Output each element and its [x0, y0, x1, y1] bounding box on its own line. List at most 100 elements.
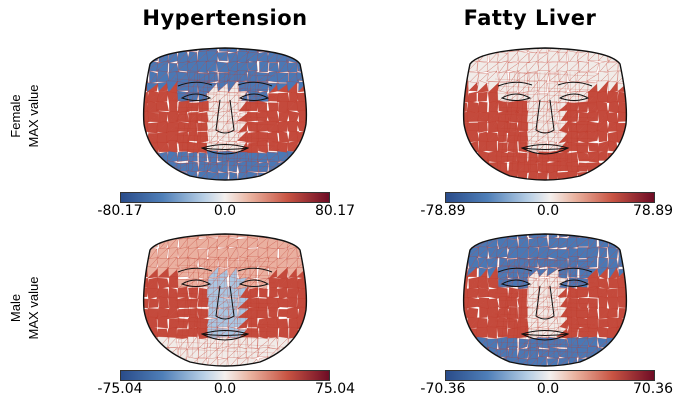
- face-outline: [142, 47, 308, 181]
- mesh-triangle: [497, 367, 508, 368]
- mesh-triangle: [277, 234, 290, 239]
- mesh-triangle: [143, 170, 149, 180]
- mesh-triangle: [297, 337, 307, 350]
- mesh-triangle: [143, 286, 148, 298]
- mesh-triangle: [308, 257, 318, 267]
- mesh-triangle: [598, 358, 608, 366]
- facial-features: [497, 267, 593, 341]
- mesh-triangle: [463, 327, 469, 339]
- mesh-triangle: [156, 48, 168, 54]
- mesh-triangle: [506, 80, 520, 93]
- mesh-triangle: [309, 287, 319, 299]
- mesh-triangle: [287, 357, 299, 366]
- mesh-triangle: [507, 140, 519, 154]
- left-eyebrow: [497, 267, 533, 273]
- right-eyebrow: [557, 267, 593, 273]
- mesh-triangle: [286, 48, 299, 54]
- mesh-triangle: [568, 367, 577, 368]
- mesh-triangle: [487, 326, 498, 339]
- mesh-triangle: [187, 234, 200, 240]
- mesh-triangle: [596, 48, 610, 52]
- mesh-triangle: [487, 367, 498, 368]
- mesh-triangle: [617, 358, 627, 366]
- mesh-triangle: [469, 181, 478, 182]
- mesh-triangle: [176, 151, 189, 162]
- mesh-triangle: [463, 234, 469, 239]
- mesh-triangle: [296, 357, 307, 366]
- mesh-triangle: [297, 52, 307, 62]
- colorbar-mid-female-hypertension: 0.0: [213, 203, 237, 219]
- mesh-triangle: [143, 60, 149, 72]
- mesh-triangle: [297, 52, 307, 62]
- mesh-triangle: [629, 71, 638, 82]
- mesh-triangle: [229, 181, 238, 182]
- mesh-triangle: [596, 170, 607, 180]
- mesh-triangle: [267, 336, 279, 350]
- colorbar-min-male-fatty-liver: -70.36: [420, 381, 466, 397]
- mesh-triangle: [487, 367, 498, 368]
- mesh-triangle: [227, 48, 238, 53]
- mesh-triangle: [618, 296, 627, 309]
- mesh-triangle: [598, 132, 608, 143]
- mesh-triangle: [463, 171, 470, 180]
- right-eye: [558, 279, 590, 287]
- mesh-triangle: [308, 71, 316, 81]
- mesh-triangle: [308, 103, 319, 111]
- mesh-triangle: [207, 357, 218, 366]
- mesh-triangle: [463, 48, 470, 52]
- mesh-triangle: [629, 238, 639, 247]
- mesh-triangle: [306, 171, 307, 180]
- right-eye: [558, 93, 590, 101]
- mesh-triangle: [499, 70, 509, 82]
- mesh-triangle: [597, 181, 608, 182]
- mesh-triangle: [168, 171, 178, 180]
- colorbar-female-fatty-liver: [445, 192, 655, 203]
- mesh-triangle: [628, 83, 638, 94]
- mesh-triangle: [537, 234, 548, 239]
- mesh-triangle: [629, 42, 639, 52]
- mesh-triangle: [626, 266, 627, 280]
- mesh-triangle: [308, 257, 318, 267]
- mesh-triangle: [299, 48, 307, 53]
- mesh-triangle: [463, 90, 470, 103]
- mesh-triangle: [627, 287, 639, 299]
- mesh-triangle: [143, 52, 149, 63]
- mesh-triangle: [289, 234, 299, 238]
- mesh-triangle: [616, 346, 627, 360]
- mesh-triangle: [628, 102, 638, 113]
- mesh-triangle: [617, 234, 627, 240]
- mesh-triangle: [143, 326, 148, 338]
- left-eye: [500, 93, 532, 101]
- mesh-triangle: [286, 161, 299, 173]
- mesh-triangle: [286, 48, 300, 52]
- mesh-triangle: [308, 358, 319, 368]
- colorbar-female-hypertension: [120, 192, 330, 203]
- mesh-triangle: [308, 297, 318, 309]
- nose: [215, 99, 235, 134]
- mesh-triangle: [586, 111, 599, 122]
- mesh-triangle: [616, 48, 627, 54]
- mesh-triangle: [457, 367, 468, 368]
- mesh-triangle: [143, 246, 149, 259]
- mesh-triangle: [477, 91, 488, 102]
- mesh-triangle: [487, 48, 499, 54]
- mesh-triangle: [587, 62, 600, 72]
- face-map-male-hypertension: [120, 228, 330, 368]
- mesh-triangle: [606, 356, 618, 366]
- mesh-triangle: [463, 170, 468, 180]
- mesh-triangle: [143, 151, 149, 162]
- mesh-triangle: [297, 348, 307, 358]
- mesh-triangle: [547, 48, 560, 53]
- mesh-triangle: [156, 356, 170, 366]
- mesh-triangle: [148, 298, 160, 309]
- mesh-triangle: [277, 181, 287, 182]
- mesh-triangle: [308, 267, 319, 279]
- mesh-triangle: [167, 51, 179, 64]
- mesh-triangle: [518, 52, 530, 63]
- face-mesh-male-hypertension: [142, 233, 319, 368]
- mesh-triangle: [607, 181, 617, 182]
- mesh-triangle: [487, 48, 499, 54]
- mesh-triangle: [143, 287, 148, 298]
- title-hypertension: Hypertension: [142, 6, 308, 30]
- mesh-triangle: [143, 161, 148, 174]
